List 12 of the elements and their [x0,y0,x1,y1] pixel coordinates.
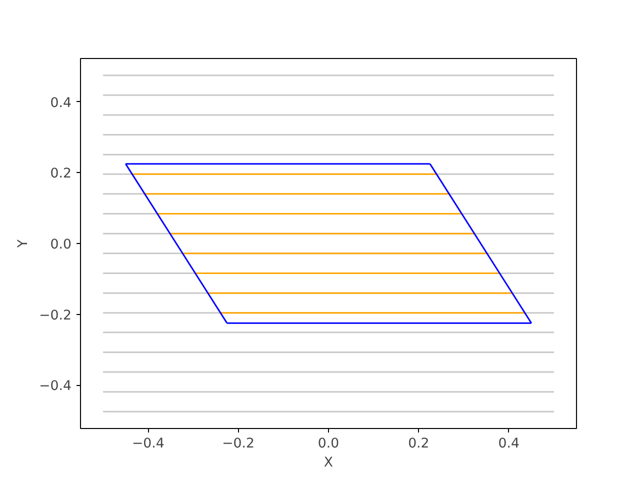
x-tick-label: 0.2 [408,436,430,452]
x-tick-label: 0.4 [498,436,520,452]
y-tick-label: 0.2 [50,166,72,182]
y-tick-label: 0.0 [50,238,72,252]
x-tick-label: 0.0 [318,436,340,452]
x-axis-title: X [324,456,334,470]
x-tick-label: −0.4 [132,436,164,452]
y-axis-title: Y [16,238,32,249]
x-tick-label: −0.2 [222,436,255,452]
y-tick-label: −0.2 [39,308,72,324]
y-tick-label: −0.4 [39,379,72,394]
y-tick-label: 0.4 [50,96,72,111]
